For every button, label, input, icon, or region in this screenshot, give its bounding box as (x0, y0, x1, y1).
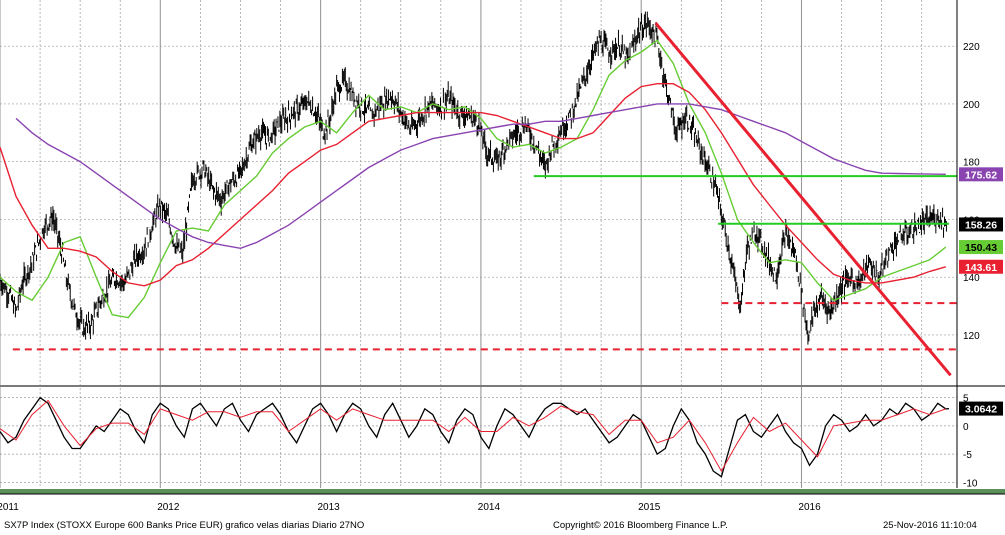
osc-y-tick-label: 5 (963, 394, 969, 405)
osc-y-tick-label: -10 (963, 478, 978, 489)
oscillator-panel (0, 396, 950, 478)
osc-last-value-label-text: 3.0642 (965, 404, 997, 416)
price-panel (0, 11, 957, 377)
osc-y-tick-label: 0 (963, 422, 969, 433)
last-value-label-text: 175.62 (965, 169, 997, 181)
y-tick-label: 180 (963, 158, 980, 169)
last-value-label: 150.43 (959, 240, 1003, 255)
x-tick-label: 2012 (157, 502, 180, 513)
last-value-label-bg (959, 167, 1003, 182)
x-tick-label: 2014 (478, 502, 501, 513)
footer: SX7P Index (STOXX Europe 600 Banks Price… (0, 517, 1005, 535)
last-value-labels: 175.62 158.26 150.43 143.61 3.0642 (959, 167, 1003, 416)
grid (0, 0, 957, 488)
last-value-label-bg (959, 217, 1003, 232)
last-value-label: 175.62 (959, 167, 1003, 182)
y-tick-label: 140 (963, 273, 980, 284)
last-value-label: 143.61 (959, 259, 1003, 274)
axes: 12014016018020022050-5-10201120122013201… (0, 0, 1005, 513)
last-value-label-bg (959, 240, 1003, 255)
osc-series-oscillator (0, 396, 950, 478)
x-tick-label: 2015 (638, 502, 661, 513)
series-sma-50 (0, 83, 946, 287)
osc-series-signal (0, 399, 946, 473)
y-tick-label: 220 (963, 42, 980, 53)
series-sma-200 (15, 103, 946, 250)
y-tick-label: 120 (963, 331, 980, 342)
last-value-label-text: 143.61 (965, 262, 997, 274)
osc-last-value-label-bg (959, 401, 1003, 416)
series-sma-20 (0, 39, 947, 319)
x-tick-label: 2011 (0, 502, 19, 513)
osc-y-tick-label: -5 (963, 450, 972, 461)
footer-title: SX7P Index (STOXX Europe 600 Banks Price… (4, 520, 365, 531)
trendline (654, 22, 952, 377)
footer-timestamp: 25-Nov-2016 11:10:04 (883, 520, 977, 531)
last-value-label-text: 150.43 (965, 242, 997, 254)
last-value-label-text: 158.26 (965, 219, 997, 231)
y-tick-label: 200 (963, 100, 980, 111)
last-value-label: 158.26 (959, 217, 1003, 232)
osc-last-value-label: 3.0642 (959, 401, 1003, 416)
x-tick-label: 2013 (317, 502, 340, 513)
bottom-bar (0, 489, 1005, 494)
footer-copyright: Copyright© 2016 Bloomberg Finance L.P. (553, 520, 728, 531)
x-tick-label: 2016 (798, 502, 821, 513)
last-value-label-bg (959, 259, 1003, 274)
